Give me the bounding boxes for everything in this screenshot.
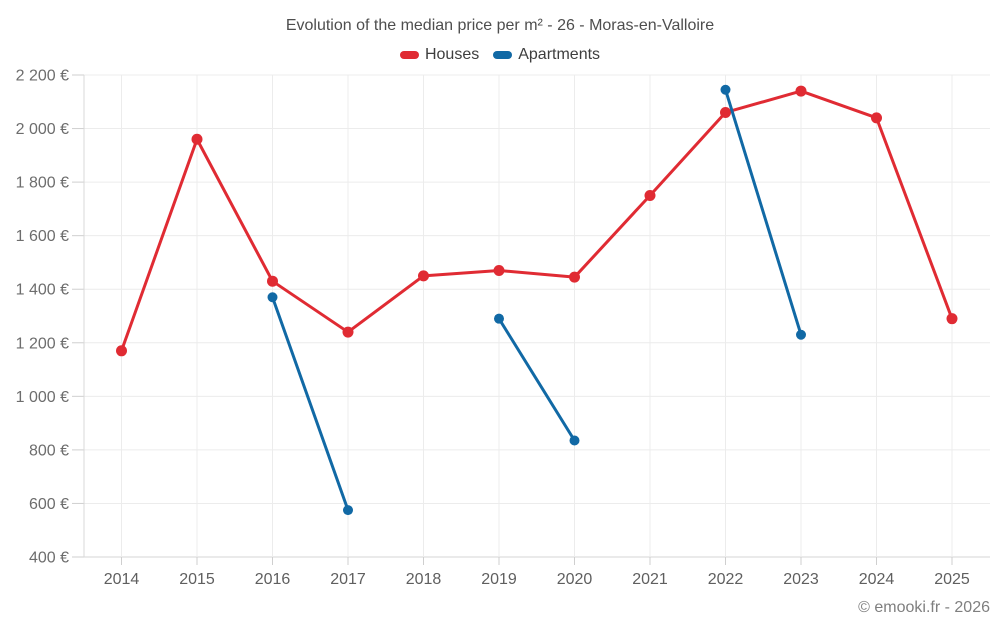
x-axis-label: 2015 [179, 571, 215, 588]
apartments-point-2017[interactable] [343, 505, 353, 516]
x-axis-label: 2021 [632, 571, 668, 588]
apartments-point-2019[interactable] [494, 313, 504, 324]
y-axis-label: 1 000 € [16, 389, 69, 406]
houses-point-2021[interactable] [644, 190, 656, 201]
apartments-line-segment [497, 317, 576, 443]
apartments-point-2023[interactable] [796, 329, 806, 340]
y-axis-label: 1 600 € [16, 228, 69, 245]
apartments-point-2016[interactable] [267, 292, 278, 303]
apartments-line-segment [724, 88, 803, 337]
x-axis-label: 2016 [255, 571, 291, 588]
y-axis-label: 1 200 € [16, 335, 69, 352]
chart-title: Evolution of the median price per m² - 2… [285, 17, 715, 34]
legend-label-houses: Houses [424, 46, 480, 63]
legend-label-apartments: Apartments [518, 46, 601, 63]
y-axis-label: 1 800 € [16, 175, 69, 192]
houses-legend-swatch-icon [399, 51, 419, 59]
houses-point-2023[interactable] [795, 85, 807, 97]
copyright-credit: © emooki.fr - 2026 [858, 599, 990, 616]
apartments-legend-swatch-icon [493, 51, 513, 59]
houses-line-segment [120, 89, 954, 353]
x-axis-label: 2024 [859, 571, 895, 588]
x-axis-label: 2014 [104, 571, 140, 588]
x-axis-label: 2017 [330, 571, 366, 588]
x-axis-label: 2019 [481, 571, 517, 588]
apartments-point-2022[interactable] [720, 84, 731, 95]
y-axis-label: 2 200 € [16, 68, 69, 85]
y-axis-label: 400 € [29, 550, 69, 567]
x-axis-label: 2023 [783, 571, 819, 588]
y-axis-label: 1 400 € [16, 282, 69, 299]
houses-point-2014[interactable] [116, 345, 127, 357]
chart-legend: Houses Apartments [0, 46, 1000, 64]
houses-point-2019[interactable] [493, 264, 505, 276]
x-axis-label: 2025 [934, 571, 970, 588]
houses-point-2017[interactable] [342, 326, 354, 338]
houses-point-2018[interactable] [418, 270, 429, 282]
x-axis-label: 2018 [406, 571, 442, 588]
houses-point-2020[interactable] [569, 271, 580, 283]
legend-item-houses[interactable]: Houses [399, 46, 480, 64]
y-axis-label: 800 € [29, 442, 69, 459]
y-axis-label: 2 000 € [16, 121, 69, 138]
houses-point-2024[interactable] [871, 112, 882, 124]
apartments-point-2020[interactable] [569, 435, 580, 446]
houses-point-2015[interactable] [191, 133, 203, 145]
x-axis-label: 2020 [557, 571, 593, 588]
x-axis-label: 2022 [708, 571, 744, 588]
houses-point-2022[interactable] [720, 106, 731, 118]
y-axis-label: 600 € [29, 496, 69, 513]
houses-point-2025[interactable] [946, 313, 958, 325]
houses-point-2016[interactable] [267, 275, 278, 287]
apartments-line-segment [271, 295, 350, 512]
legend-item-apartments[interactable]: Apartments [493, 46, 600, 64]
